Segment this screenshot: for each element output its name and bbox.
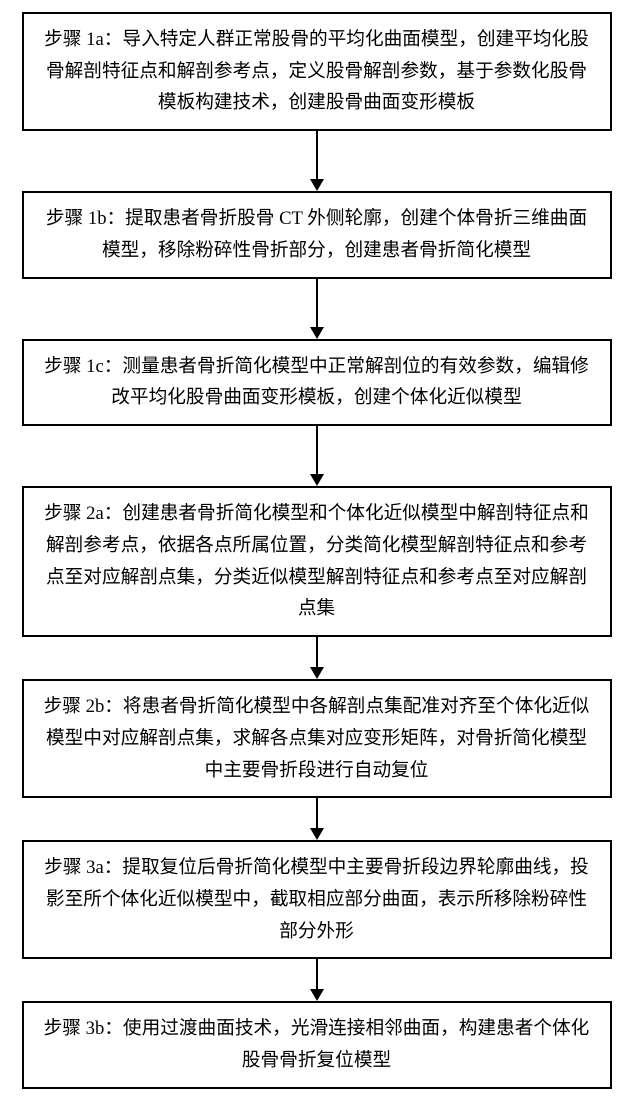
arrow-head-icon (310, 474, 324, 486)
flowchart-container: 步骤 1a：导入特定人群正常股骨的平均化曲面模型，创建平均化股骨解剖特征点和解剖… (0, 0, 633, 1101)
step-text-2a: 步骤 2a：创建患者骨折简化模型和个体化近似模型中解剖特征点和解剖参考点，依据各… (44, 503, 589, 619)
step-box-3a: 步骤 3a：提取复位后骨折简化模型中主要骨折段边界轮廓曲线，投影至所个体化近似模… (22, 840, 612, 959)
step-text-1a: 步骤 1a：导入特定人群正常股骨的平均化曲面模型，创建平均化股骨解剖特征点和解剖… (44, 29, 589, 113)
arrow-2a-2b (310, 637, 324, 679)
step-box-1a: 步骤 1a：导入特定人群正常股骨的平均化曲面模型，创建平均化股骨解剖特征点和解剖… (22, 12, 612, 131)
arrow-line (316, 959, 318, 989)
arrow-2b-3a (310, 798, 324, 840)
arrow-3a-3b (310, 959, 324, 1001)
step-text-3a: 步骤 3a：提取复位后骨折简化模型中主要骨折段边界轮廓曲线，投影至所个体化近似模… (44, 857, 589, 941)
arrow-head-icon (310, 828, 324, 840)
step-text-2b: 步骤 2b：将患者骨折简化模型中各解剖点集配准对齐至个体化近似模型中对应解剖点集… (44, 696, 590, 780)
arrow-head-icon (310, 327, 324, 339)
step-box-2b: 步骤 2b：将患者骨折简化模型中各解剖点集配准对齐至个体化近似模型中对应解剖点集… (22, 679, 612, 798)
step-box-1c: 步骤 1c：测量患者骨折简化模型中正常解剖位的有效参数，编辑修改平均化股骨曲面变… (22, 339, 612, 426)
arrow-head-icon (310, 179, 324, 191)
step-text-3b: 步骤 3b：使用过渡曲面技术，光滑连接相邻曲面，构建患者个体化股骨骨折复位模型 (44, 1018, 590, 1071)
arrow-line (316, 798, 318, 828)
step-box-2a: 步骤 2a：创建患者骨折简化模型和个体化近似模型中解剖特征点和解剖参考点，依据各… (22, 486, 612, 637)
arrow-1b-1c (310, 279, 324, 339)
arrow-head-icon (310, 667, 324, 679)
step-box-3b: 步骤 3b：使用过渡曲面技术，光滑连接相邻曲面，构建患者个体化股骨骨折复位模型 (22, 1001, 612, 1088)
step-text-1b: 步骤 1b：提取患者骨折股骨 CT 外侧轮廓，创建个体骨折三维曲面模型，移除粉碎… (46, 208, 587, 261)
arrow-line (316, 279, 318, 327)
arrow-line (316, 131, 318, 179)
arrow-line (316, 637, 318, 667)
step-box-1b: 步骤 1b：提取患者骨折股骨 CT 外侧轮廓，创建个体骨折三维曲面模型，移除粉碎… (22, 191, 612, 278)
arrow-line (316, 426, 318, 474)
arrow-1a-1b (310, 131, 324, 191)
arrow-1c-2a (310, 426, 324, 486)
step-text-1c: 步骤 1c：测量患者骨折简化模型中正常解剖位的有效参数，编辑修改平均化股骨曲面变… (44, 356, 589, 409)
